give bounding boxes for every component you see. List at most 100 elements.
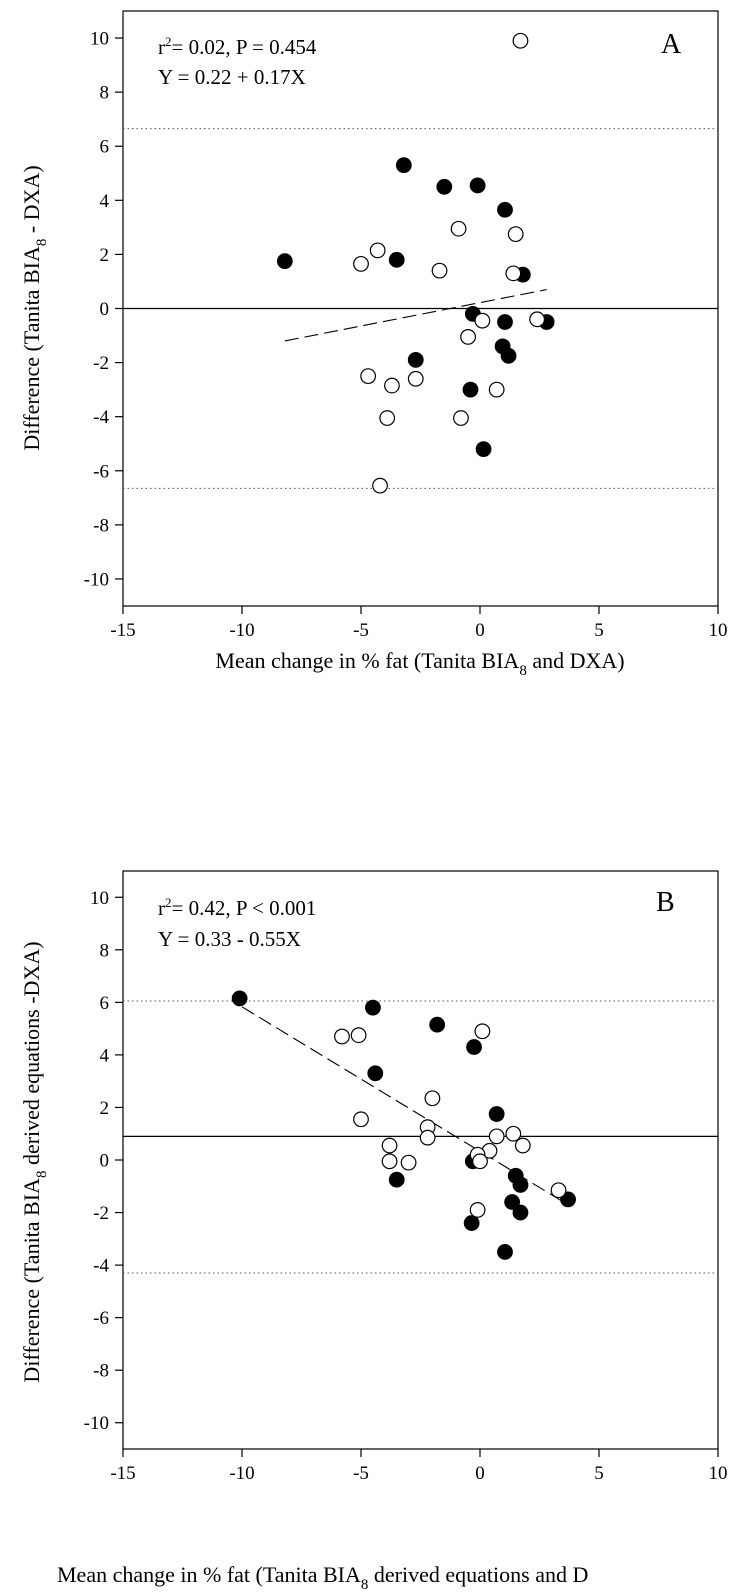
- panel-b-open-point: [353, 1111, 369, 1128]
- panel-b-y-tick-label: -6: [93, 1308, 109, 1329]
- panel-a-x-tick-label: -15: [110, 620, 135, 641]
- panel-a-filled-point: [276, 253, 293, 270]
- panel-a-regression-line: [284, 289, 547, 342]
- panel-a-y-ticks: -10 -8 -6 -4 -2 0 2 4 6 8 10: [84, 29, 123, 590]
- panel-a-filled-point: [388, 251, 405, 268]
- panel-a-y-tick-label: 0: [100, 299, 110, 320]
- panel-a-open-point: [384, 377, 400, 394]
- panel-b-y-ticks: -10 -8 -6 -4 -2 0 2 4 6 8 10: [84, 888, 123, 1434]
- panel-a-open-point: [488, 381, 505, 398]
- panel-b-open-point: [350, 1027, 367, 1044]
- panel-b-plot-frame: [122, 870, 719, 1450]
- panel-a: -15 -10 -5 0 5 10 -10 -8 -6 -4 -2 0 2 4 6 8 10 r2= 0.02…: [19, 10, 728, 679]
- panel-b-open-point: [505, 1125, 522, 1142]
- panel-b-filled-point: [497, 1244, 513, 1260]
- panel-b-y-tick-label: -10: [84, 1413, 109, 1434]
- panel-b-filled-point: [388, 1171, 405, 1188]
- panel-a-open-point: [372, 477, 388, 494]
- panel-a-x-tick-label: -10: [229, 620, 254, 641]
- panel-b-x-ticks: -15 -10 -5 0 5 10: [110, 1449, 728, 1484]
- panel-a-y-tick-label: 8: [100, 83, 110, 104]
- panel-a-open-point: [512, 32, 529, 49]
- panel-a-filled-point: [395, 157, 412, 174]
- panel-b-y-tick-label: -4: [93, 1256, 109, 1277]
- panel-b-filled-point: [560, 1191, 576, 1208]
- panel-b-filled-point: [365, 999, 381, 1016]
- panel-a-open-point: [474, 312, 491, 329]
- panel-a-points: [276, 32, 555, 494]
- panel-a-stats: r2= 0.02, P = 0.454: [158, 34, 317, 59]
- panel-b-filled-point: [488, 1106, 505, 1122]
- panel-a-open-point: [379, 410, 396, 426]
- panel-b-open-point: [488, 1128, 505, 1145]
- panel-a-regression: [284, 289, 547, 342]
- panel-b-open-point: [550, 1182, 567, 1199]
- panel-a-filled-point: [436, 178, 453, 195]
- panel-b-open-point: [514, 1137, 531, 1154]
- panel-a-y-axis-title: Difference (Tanita BIA8 - DXA): [19, 165, 50, 450]
- panel-a-y-tick-label: -10: [84, 569, 109, 590]
- panel-b-filled-point: [463, 1215, 480, 1231]
- panel-a-filled-point: [497, 201, 513, 218]
- panel-b-y-tick-label: 6: [100, 993, 110, 1014]
- panel-b-x-tick-label: 10: [709, 1463, 728, 1484]
- panel-b: -15 -10 -5 0 5 10 -10 -8 -6 -4 -2 0 2 4 6 8 10 r2= 0.42…: [19, 870, 728, 1592]
- panel-b-filled-point: [466, 1039, 482, 1055]
- panel-a-open-point: [505, 265, 522, 282]
- panel-a-x-ticks: -15 -10 -5 0 5 10: [110, 606, 728, 641]
- panel-b-open-point: [334, 1028, 350, 1045]
- panel-b-filled-point: [367, 1065, 384, 1082]
- panel-a-open-point: [407, 370, 424, 387]
- panel-b-filled-point: [512, 1204, 529, 1221]
- panel-b-open-point: [419, 1129, 436, 1146]
- panel-a-y-tick-label: 2: [100, 245, 110, 266]
- panel-b-regression-line: [241, 1006, 566, 1204]
- panel-a-y-tick-label: -4: [93, 407, 109, 428]
- panel-a-open-point: [360, 368, 377, 385]
- panel-b-equation: Y = 0.33 - 0.55X: [158, 927, 301, 951]
- panel-b-open-point: [424, 1090, 441, 1107]
- panel-a-x-tick-label: 10: [709, 620, 728, 641]
- panel-b-x-tick-label: -10: [229, 1463, 254, 1484]
- panel-a-open-point: [460, 328, 477, 345]
- panel-a-reference-lines: [123, 128, 718, 489]
- panel-a-filled-point: [500, 347, 517, 364]
- panel-b-filled-point: [429, 1016, 446, 1033]
- panel-a-filled-point: [469, 177, 486, 194]
- panel-a-filled-point: [475, 441, 492, 458]
- panel-b-label: B: [656, 887, 675, 918]
- panel-a-open-point: [431, 262, 448, 279]
- panel-a-y-tick-label: -6: [93, 461, 109, 482]
- panel-a-open-point: [453, 410, 469, 426]
- panel-b-x-tick-label: -5: [353, 1463, 369, 1484]
- panel-b-y-tick-label: -8: [93, 1361, 109, 1382]
- panel-b-x-tick-label: -15: [110, 1463, 135, 1484]
- panel-a-open-point: [507, 226, 524, 243]
- panel-b-open-point: [400, 1154, 417, 1171]
- panel-a-x-tick-label: -5: [353, 620, 369, 641]
- panel-b-open-point: [381, 1153, 398, 1170]
- panel-b-x-axis-title: Mean change in % fat (Tanita BIA8 derive…: [57, 1562, 588, 1592]
- panel-a-y-tick-label: 10: [90, 29, 109, 50]
- panel-a-filled-point: [407, 351, 424, 368]
- panel-a-x-axis-title: Mean change in % fat (Tanita BIA8 and DX…: [215, 648, 624, 679]
- panel-b-y-tick-label: -2: [93, 1203, 109, 1224]
- panel-b-filled-point: [512, 1177, 529, 1193]
- panel-b-points: [231, 990, 576, 1260]
- panel-a-open-point: [353, 255, 369, 272]
- panel-b-open-point: [474, 1023, 491, 1040]
- panel-a-x-tick-label: 5: [594, 620, 604, 641]
- panel-a-x-tick-label: 0: [475, 620, 485, 641]
- panel-b-regression: [241, 1006, 566, 1204]
- panel-a-open-point: [450, 220, 467, 237]
- panel-b-y-tick-label: 8: [100, 940, 110, 961]
- panel-a-filled-point: [497, 314, 513, 330]
- panel-b-stats: r2= 0.42, P < 0.001: [158, 895, 316, 920]
- panel-b-x-tick-label: 0: [475, 1463, 485, 1484]
- panel-a-open-point: [369, 242, 386, 259]
- panel-b-x-tick-label: 5: [594, 1463, 604, 1484]
- panel-b-y-tick-label: 0: [100, 1151, 110, 1172]
- panel-b-filled-point: [231, 990, 248, 1007]
- panel-b-y-axis-title: Difference (Tanita BIA8 derived equation…: [19, 941, 50, 1382]
